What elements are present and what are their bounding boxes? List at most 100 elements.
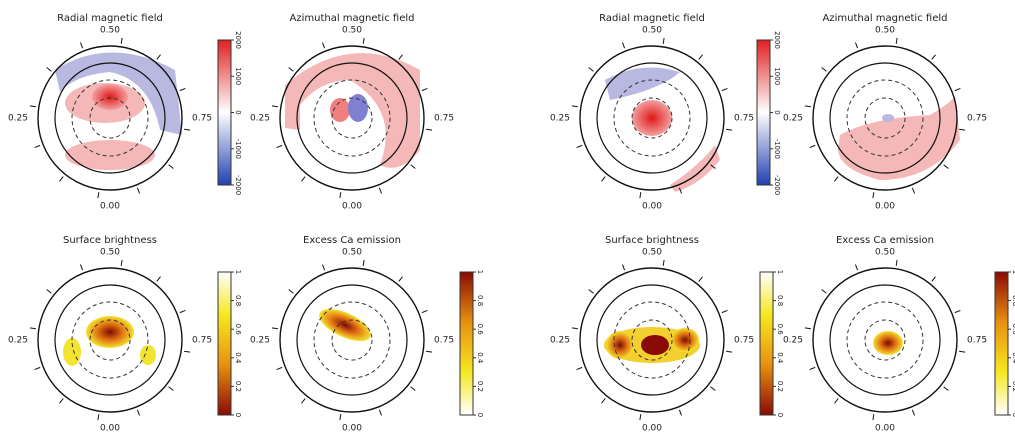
- phase-tick: [378, 409, 383, 416]
- colorbar-tick-label: 0.6: [1011, 324, 1015, 336]
- latitude-circle: [864, 97, 906, 139]
- phase-tick: [339, 192, 342, 199]
- phase-tick: [421, 309, 428, 314]
- phase-tick: [931, 54, 936, 60]
- colorbar-tick-label: 0.4: [476, 352, 484, 364]
- outer-circle: [37, 267, 183, 413]
- phase-tick: [46, 67, 52, 72]
- phase-tick: [571, 105, 578, 108]
- phase-tick: [698, 54, 703, 60]
- phase-tick: [120, 37, 123, 44]
- field-region: [632, 100, 672, 136]
- panel-title: Excess Ca emission: [836, 235, 934, 246]
- phase-tick: [678, 409, 683, 416]
- phase-label: 0.25: [8, 114, 28, 124]
- field-region: [873, 331, 903, 355]
- phase-tick: [378, 187, 383, 194]
- latitude-circle: [331, 319, 373, 361]
- colorbar-tick-label: 1: [776, 270, 784, 274]
- outer-circle: [579, 45, 725, 191]
- phase-tick: [571, 327, 578, 330]
- phase-tick: [726, 128, 733, 131]
- phase-tick: [321, 42, 326, 49]
- phase-tick: [710, 164, 716, 169]
- polar-map: Radial magnetic field 0.50 0.25 0.75 0.00: [8, 13, 212, 212]
- phase-label: 0.75: [192, 336, 212, 346]
- phase-label: 0.00: [100, 202, 120, 212]
- phase-tick: [639, 192, 642, 199]
- colorbar: [756, 39, 771, 186]
- phase-label: 0.00: [642, 424, 662, 434]
- phase-tick: [46, 289, 52, 294]
- colorbar-tick-label: 0.2: [776, 381, 784, 392]
- phase-tick: [854, 264, 859, 271]
- phase-tick: [362, 37, 365, 44]
- phase-tick: [421, 87, 428, 92]
- phase-tick: [588, 289, 594, 294]
- phase-tick: [398, 276, 403, 282]
- equator-circle: [54, 62, 166, 174]
- latitude-circle: [631, 319, 673, 361]
- phase-label: 0.50: [875, 26, 895, 36]
- phase-label: 0.00: [875, 202, 895, 212]
- phase-label: 0.25: [783, 114, 803, 124]
- equator-circle: [596, 62, 708, 174]
- phase-tick: [271, 105, 278, 108]
- phase-tick: [943, 164, 949, 169]
- phase-tick: [854, 42, 859, 49]
- field-region: [55, 52, 182, 135]
- phase-tick: [79, 42, 84, 49]
- outer-circle: [37, 45, 183, 191]
- latitude-circle: [89, 97, 131, 139]
- latitude-circle: [331, 97, 373, 139]
- phase-tick: [895, 259, 898, 266]
- colorbar-tick-label: 1000: [234, 67, 242, 85]
- equator-circle: [596, 284, 708, 396]
- panel-title: Excess Ca emission: [303, 235, 401, 246]
- field-region: [63, 338, 81, 366]
- colorbar: [994, 271, 1009, 416]
- latitude-circle: [864, 319, 906, 361]
- panel-title: Surface brightness: [63, 235, 157, 246]
- field-region: [140, 345, 156, 365]
- phase-label: 0.75: [734, 114, 754, 124]
- phase-tick: [809, 144, 816, 149]
- latitude-circle: [613, 301, 691, 379]
- colorbar-tick-label: 0.6: [476, 324, 484, 336]
- phase-tick: [698, 276, 703, 282]
- phase-label: 0.75: [434, 114, 454, 124]
- phase-tick: [288, 67, 294, 72]
- phase-tick: [872, 414, 875, 421]
- phase-tick: [59, 176, 64, 182]
- phase-label: 0.25: [250, 336, 270, 346]
- polar-map: Excess Ca emission 0.50 0.25 0.75 0.00: [250, 235, 454, 434]
- colorbar-tick-label: 0.8: [776, 295, 784, 306]
- phase-tick: [136, 187, 141, 194]
- field-region: [671, 328, 699, 352]
- phase-tick: [288, 289, 294, 294]
- phase-tick: [639, 414, 642, 421]
- equator-circle: [829, 284, 941, 396]
- phase-tick: [276, 366, 283, 371]
- colorbar-tick-label: 0.4: [776, 352, 784, 364]
- phase-tick: [834, 398, 839, 404]
- panel-title: Azimuthal magnetic field: [290, 13, 415, 24]
- colorbar: [759, 271, 774, 416]
- phase-tick: [184, 350, 191, 353]
- polar-map: Azimuthal magnetic field 0.50 0.25 0.75 0.00: [250, 13, 454, 212]
- latitude-circle: [613, 79, 691, 157]
- panel-title: Azimuthal magnetic field: [823, 13, 948, 24]
- outer-circle: [812, 267, 958, 413]
- colorbar: [217, 39, 232, 186]
- phase-tick: [426, 128, 433, 131]
- phase-tick: [662, 37, 665, 44]
- phase-tick: [156, 276, 161, 282]
- phase-tick: [911, 409, 916, 416]
- phase-tick: [168, 386, 174, 391]
- phase-label: 0.75: [434, 336, 454, 346]
- phase-tick: [120, 259, 123, 266]
- latitude-circle: [71, 301, 149, 379]
- phase-tick: [872, 192, 875, 199]
- colorbar-tick-label: 0: [234, 110, 242, 114]
- phase-tick: [895, 37, 898, 44]
